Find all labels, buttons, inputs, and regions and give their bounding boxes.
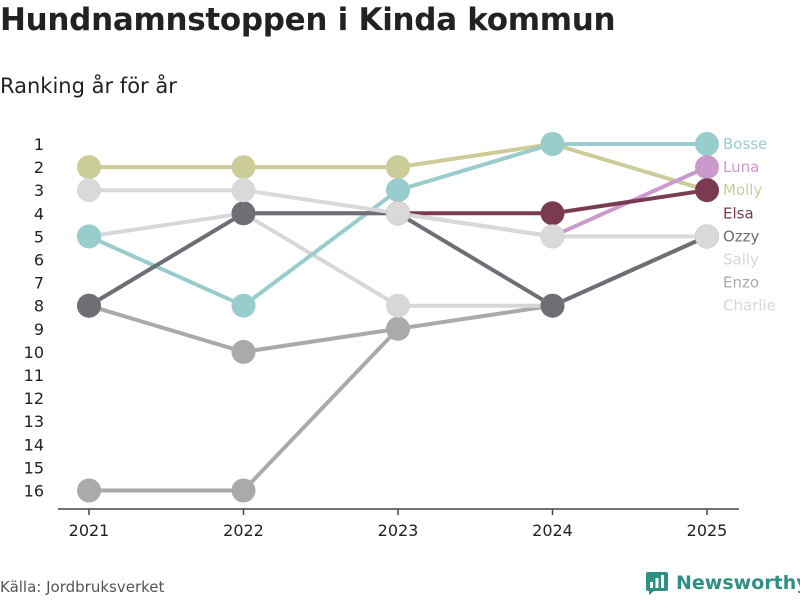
data-point-charlie <box>231 478 256 503</box>
data-point-snow <box>695 224 719 249</box>
data-point-charlie <box>386 316 410 341</box>
data-point-ozzy <box>77 293 101 318</box>
x-tick-label: 2021 <box>69 521 110 540</box>
end-label-charlie: Charlie <box>723 297 776 315</box>
data-point-ozzy <box>231 201 256 226</box>
data-point-bosse <box>540 132 565 156</box>
data-point-bosse <box>77 224 101 249</box>
y-tick-label: 7 <box>34 274 44 293</box>
end-label-sally: Sally <box>723 251 759 269</box>
data-point-snow <box>77 178 101 203</box>
series-line-sally <box>87 211 555 308</box>
data-point-elsa <box>540 201 565 226</box>
source-note: Källa: Jordbruksverket <box>0 578 165 596</box>
data-point-snow <box>386 201 410 226</box>
end-label-enzo: Enzo <box>723 274 759 292</box>
data-point-charlie <box>77 478 101 503</box>
data-point-molly <box>386 155 410 180</box>
data-point-bosse <box>231 293 256 318</box>
data-point-elsa <box>695 178 719 203</box>
brand-name: Newsworthy <box>676 572 800 594</box>
x-tick-label: 2024 <box>532 521 573 540</box>
y-tick-label: 8 <box>34 297 44 316</box>
y-tick-label: 2 <box>34 158 44 177</box>
data-points <box>77 132 719 503</box>
y-tick-label: 15 <box>24 458 44 477</box>
data-point-enzo <box>231 339 256 364</box>
data-point-snow <box>540 224 565 249</box>
data-point-ozzy <box>540 293 565 318</box>
y-tick-label: 1 <box>34 135 44 154</box>
page-title: Hundnamnstoppen i Kinda kommun <box>0 2 616 38</box>
data-point-bosse <box>386 178 410 203</box>
y-tick-label: 14 <box>24 435 44 454</box>
data-point-molly <box>231 155 256 180</box>
end-label-bosse: Bosse <box>723 135 767 153</box>
end-label-molly: Molly <box>723 181 762 199</box>
data-point-bosse <box>695 132 719 156</box>
newsworthy-logo-icon <box>646 572 668 595</box>
y-tick-label: 6 <box>34 251 44 270</box>
end-label-luna: Luna <box>723 158 759 176</box>
y-tick-label: 12 <box>24 389 44 408</box>
y-tick-label: 11 <box>24 366 44 385</box>
y-tick-label: 9 <box>34 320 44 339</box>
chart-subtitle: Ranking år för år <box>0 74 177 98</box>
x-axis: 2021 2022 2023 2024 2025 <box>58 508 739 540</box>
data-point-luna <box>695 155 719 180</box>
end-label-ozzy: Ozzy <box>723 227 760 245</box>
x-tick-label: 2023 <box>378 521 419 540</box>
series-line-ozzy <box>87 211 709 308</box>
y-tick-label: 13 <box>24 412 44 431</box>
end-labels: Bosse Luna Molly Elsa Ozzy Sally Enzo Charlie <box>723 135 776 315</box>
end-label-elsa: Elsa <box>723 204 754 222</box>
y-tick-label: 16 <box>24 482 44 501</box>
data-point-snow <box>231 178 256 203</box>
y-tick-label: 5 <box>34 227 44 246</box>
y-tick-label: 10 <box>24 343 44 362</box>
x-tick-label: 2025 <box>687 521 728 540</box>
y-tick-label: 3 <box>34 181 44 200</box>
y-tick-label: 4 <box>34 204 44 223</box>
data-point-sally <box>386 293 410 318</box>
x-tick-label: 2022 <box>223 521 264 540</box>
brand[interactable]: Newsworthy <box>644 570 800 596</box>
data-point-molly <box>77 155 101 180</box>
